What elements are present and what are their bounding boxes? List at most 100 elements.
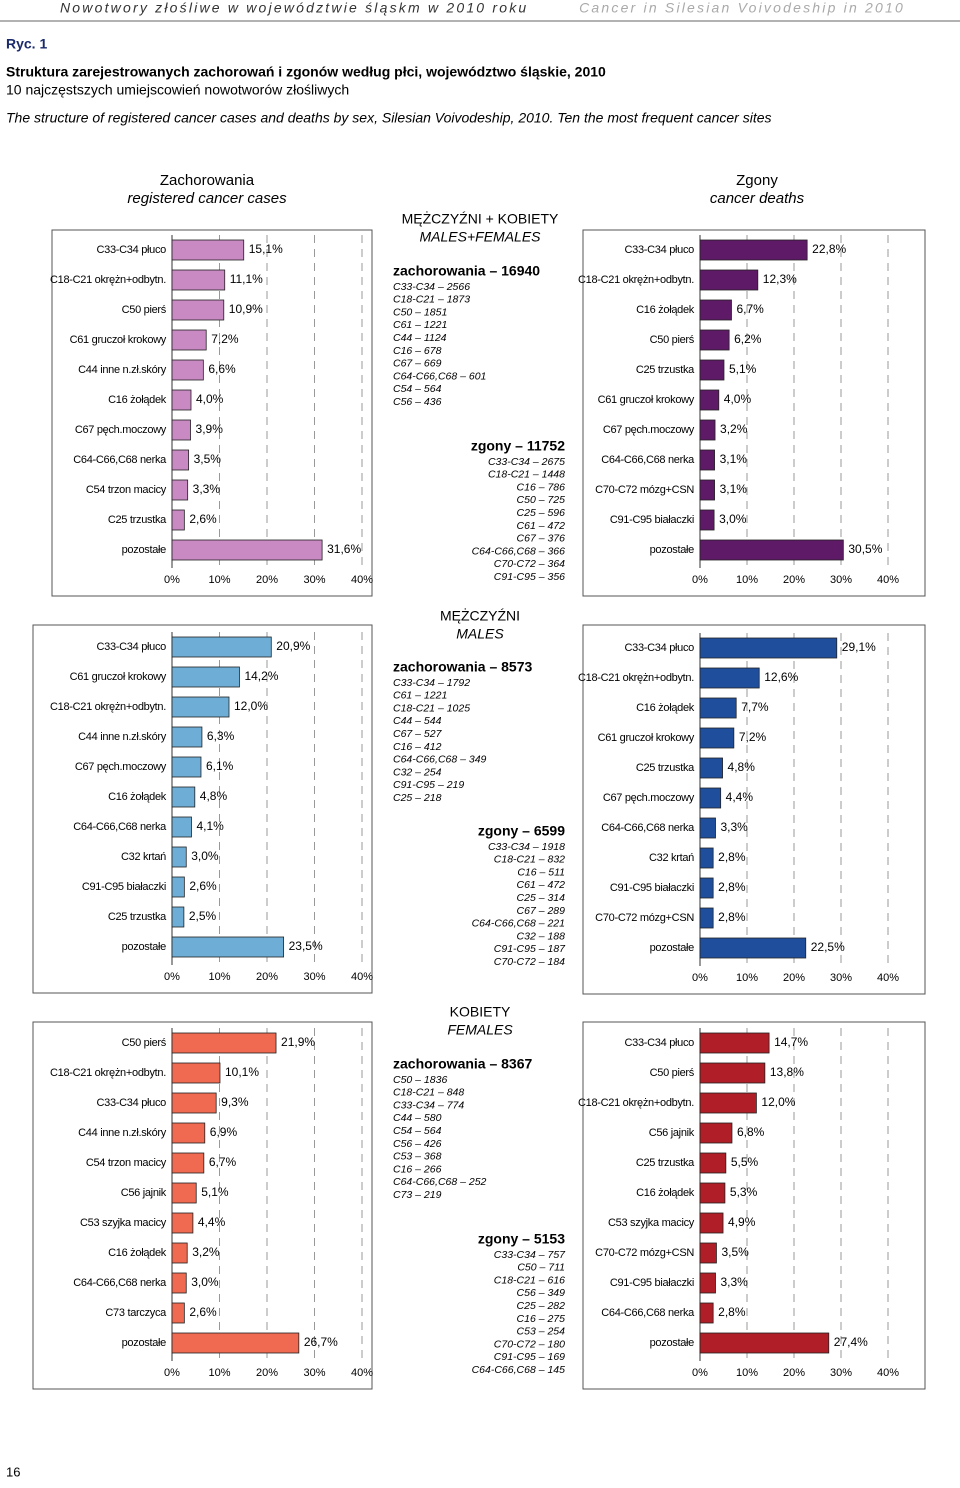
deaths-item: C16 – 511: [517, 866, 565, 878]
category-label: C64-C66,C68 nerka: [73, 454, 167, 466]
value-label: 6,1%: [206, 759, 234, 773]
chart-frame: [51, 229, 373, 597]
value-label: 22,5%: [811, 940, 845, 954]
x-tick-label: 40%: [351, 574, 373, 586]
value-label: 4,8%: [728, 760, 756, 774]
figure-title-en: The structure of registered cancer cases…: [6, 110, 772, 126]
x-tick-label: 10%: [208, 574, 230, 586]
x-tick-label: 30%: [830, 574, 852, 586]
category-label: C33-C34 płuco: [625, 244, 695, 256]
category-label: C70-C72 mózg+CSN: [595, 912, 694, 924]
value-label: 12,0%: [761, 1095, 795, 1109]
category-label: C56 jajnik: [649, 1127, 695, 1139]
category-label: C67 pęch.moczowy: [75, 761, 167, 773]
bar: [171, 1332, 300, 1354]
value-label: 2,8%: [718, 1305, 746, 1319]
value-label: 2,8%: [718, 850, 746, 864]
bar: [171, 786, 196, 808]
category-label: C33-C34 płuco: [625, 642, 695, 654]
incidence-item: C16 – 678: [393, 345, 442, 357]
category-label: pozostałe: [650, 544, 695, 556]
bar: [699, 239, 808, 261]
bar: [699, 727, 735, 749]
category-label: pozostałe: [650, 942, 695, 954]
category-label: C61 gruczoł krokowy: [598, 732, 695, 744]
value-label: 10,9%: [229, 302, 263, 316]
incidence-item: C67 – 527: [393, 728, 443, 740]
deaths-item: C67 – 289: [517, 905, 566, 917]
category-label: C44 inne n.zł.skóry: [78, 1127, 167, 1139]
x-tick-label: 20%: [256, 1367, 278, 1379]
x-tick-label: 40%: [351, 1367, 373, 1379]
category-label: C44 inne n.zł.skóry: [78, 364, 167, 376]
bar: [699, 877, 714, 899]
category-label: C33-C34 płuco: [97, 641, 167, 653]
bar: [699, 937, 807, 959]
deaths-item: C33-C34 – 2675: [488, 456, 565, 468]
category-label: C18-C21 okrężn+odbytn.: [578, 672, 694, 684]
bar: [171, 389, 192, 411]
deaths-item: C70-C72 – 364: [494, 558, 565, 570]
incidence-item: C44 – 1124: [393, 332, 447, 344]
deaths-item: C91-C95 – 187: [494, 943, 566, 955]
bar: [171, 1062, 221, 1084]
category-label: C54 trzon macicy: [86, 484, 167, 496]
value-label: 4,0%: [724, 392, 752, 406]
bar: [699, 1272, 716, 1294]
value-label: 2,8%: [718, 910, 746, 924]
value-label: 31,6%: [327, 542, 361, 556]
x-tick-label: 20%: [256, 971, 278, 983]
deaths-item: C16 – 786: [517, 481, 566, 493]
bar: [171, 936, 285, 958]
value-label: 4,8%: [200, 789, 228, 803]
deaths-item: C18-C21 – 616: [494, 1274, 565, 1286]
chart-frame: [32, 624, 373, 994]
category-label: C64-C66,C68 nerka: [601, 822, 695, 834]
category-label: C25 trzustka: [636, 762, 695, 774]
bar: [699, 449, 715, 471]
bar: [699, 907, 714, 929]
incidence-item: C44 – 580: [393, 1112, 442, 1124]
x-tick-label: 0%: [692, 574, 708, 586]
bar: [699, 539, 844, 561]
figure-subtitle: 10 najczęstszych umiejscowień nowotworów…: [6, 82, 349, 98]
bar: [699, 329, 730, 351]
category-label: C64-C66,C68 nerka: [601, 454, 695, 466]
category-label: C25 trzustka: [108, 514, 167, 526]
bar: [171, 539, 323, 561]
bar: [171, 239, 245, 261]
x-tick-label: 10%: [208, 1367, 230, 1379]
deaths-item: C50 – 725: [517, 494, 566, 506]
value-label: 3,3%: [721, 1275, 749, 1289]
category-label: C16 żołądek: [108, 1247, 167, 1259]
bar: [699, 359, 725, 381]
value-label: 20,9%: [276, 639, 310, 653]
running-header: Nowotwory złośliwe w województwie śląskm…: [60, 0, 528, 16]
category-label: C18-C21 okrężn+odbytn.: [50, 274, 166, 286]
deaths-item: C64-C66,C68 – 221: [472, 918, 565, 930]
incidence-item: C18-C21 – 1873: [393, 294, 470, 306]
bar: [171, 846, 187, 868]
x-tick-label: 30%: [303, 574, 325, 586]
bar: [171, 636, 272, 658]
bar: [171, 299, 225, 321]
value-label: 22,8%: [812, 242, 846, 256]
value-label: 6,7%: [736, 302, 764, 316]
x-tick-label: 30%: [830, 1367, 852, 1379]
deaths-item: C91-C95 – 356: [494, 571, 565, 583]
category-label: C50 pierś: [122, 304, 167, 316]
category-label: C25 trzustka: [636, 1157, 695, 1169]
category-label: C67 pęch.moczowy: [603, 792, 695, 804]
value-label: 3,0%: [191, 849, 219, 863]
incidence-item: C54 – 564: [393, 1125, 442, 1137]
incidence-total: zachorowania – 8573: [393, 659, 533, 675]
incidence-item: C18-C21 – 1025: [393, 702, 470, 714]
bar: [171, 1242, 188, 1264]
value-label: 14,2%: [244, 669, 278, 683]
value-label: 3,9%: [196, 422, 224, 436]
x-tick-label: 40%: [877, 972, 899, 984]
category-label: C33-C34 płuco: [97, 244, 167, 256]
x-tick-label: 20%: [783, 574, 805, 586]
bar: [171, 329, 207, 351]
